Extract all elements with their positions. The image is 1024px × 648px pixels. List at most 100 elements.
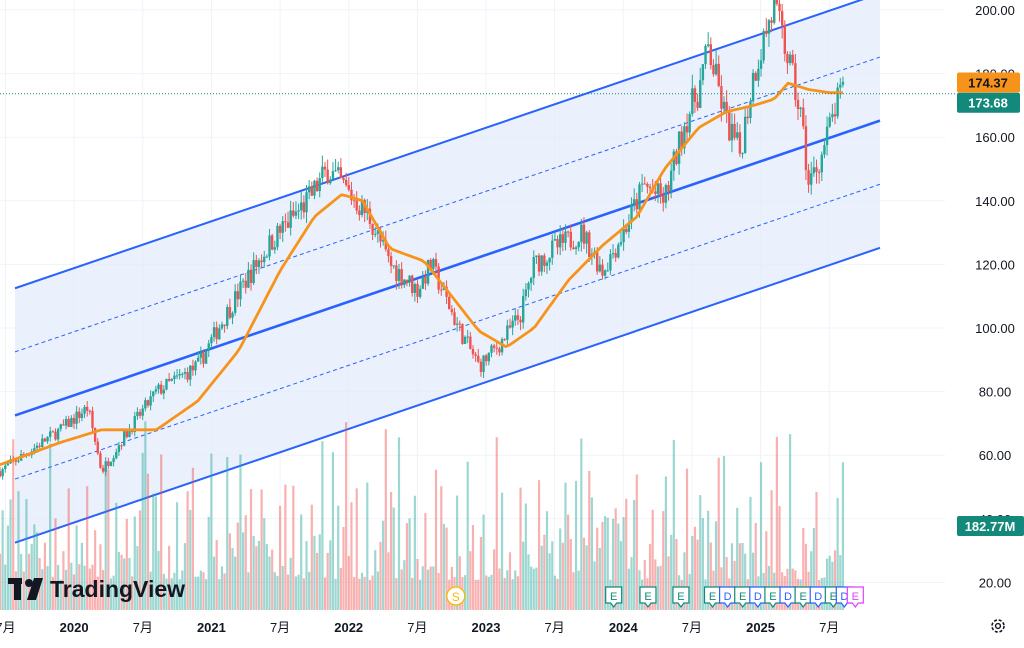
volume-bar bbox=[685, 468, 689, 610]
earnings-event-marker[interactable]: E bbox=[639, 586, 657, 608]
event-label: D bbox=[724, 591, 732, 603]
volume-bar bbox=[6, 525, 10, 610]
candle-body bbox=[268, 235, 271, 257]
candle-body bbox=[746, 116, 750, 119]
candle-body bbox=[767, 20, 771, 34]
volume-bar bbox=[839, 555, 842, 610]
channel-inner-lower-line bbox=[14, 183, 881, 480]
volume-bar bbox=[30, 544, 33, 610]
candle-body bbox=[329, 179, 332, 184]
candle-body bbox=[498, 348, 501, 353]
volume-bar bbox=[606, 517, 609, 610]
candle-body bbox=[260, 260, 263, 263]
volume-bar bbox=[828, 555, 831, 610]
settings-button[interactable] bbox=[991, 619, 1005, 633]
candle-body bbox=[416, 284, 419, 297]
candle-body bbox=[178, 374, 181, 376]
volume-bar bbox=[754, 523, 757, 610]
candle-body bbox=[107, 461, 110, 466]
volume-bar bbox=[144, 421, 147, 610]
candle-body bbox=[101, 467, 105, 472]
volume-bar bbox=[384, 429, 387, 610]
candle-body bbox=[617, 244, 620, 258]
volume-bar bbox=[543, 534, 546, 610]
volume-bar bbox=[265, 544, 268, 610]
volume-bar bbox=[286, 574, 290, 610]
volume-bar bbox=[836, 497, 839, 610]
volume-bar bbox=[831, 561, 834, 610]
volume-bar bbox=[387, 552, 390, 610]
candle-body bbox=[281, 221, 284, 233]
volume-bar bbox=[424, 513, 427, 610]
volume-bar bbox=[654, 559, 657, 610]
volume-bar bbox=[477, 579, 480, 610]
volume-bar bbox=[656, 566, 660, 610]
volume-bar bbox=[413, 495, 416, 610]
candle-body bbox=[521, 296, 525, 323]
volume-bar bbox=[411, 577, 414, 610]
volume-bar bbox=[508, 552, 512, 610]
volume-bar bbox=[17, 491, 20, 610]
candle-body bbox=[255, 260, 258, 267]
candle-body bbox=[611, 253, 615, 255]
y-tick-label: 160.00 bbox=[975, 130, 1015, 145]
candle-body bbox=[738, 132, 742, 154]
volume-bar bbox=[458, 556, 461, 610]
volume-bar bbox=[625, 498, 628, 610]
candle-body bbox=[788, 54, 792, 64]
volume-bar bbox=[421, 566, 424, 610]
candle-body bbox=[714, 63, 718, 75]
candle-body bbox=[786, 53, 789, 64]
tradingview-logo[interactable]: TradingView bbox=[8, 576, 185, 602]
volume-bar bbox=[226, 456, 229, 610]
candle-body bbox=[688, 114, 691, 133]
volume-bar bbox=[136, 546, 139, 610]
candle-body bbox=[548, 257, 551, 263]
candle-body bbox=[244, 280, 247, 288]
earnings-event-marker[interactable]: E bbox=[605, 586, 623, 608]
candle-body bbox=[207, 343, 210, 351]
candle-body bbox=[529, 278, 533, 284]
x-tick-label: 2024 bbox=[609, 620, 639, 635]
volume-bar bbox=[294, 576, 298, 610]
candle-body bbox=[43, 438, 47, 442]
volume-bar bbox=[43, 542, 47, 610]
volume-bar bbox=[374, 550, 377, 610]
earnings-event-marker[interactable]: E bbox=[672, 586, 690, 608]
volume-bar bbox=[347, 555, 350, 610]
volume-bar bbox=[635, 474, 638, 610]
candle-body bbox=[352, 200, 356, 202]
candle-body bbox=[514, 315, 517, 321]
candle-body bbox=[183, 372, 187, 374]
volume-bar bbox=[339, 567, 342, 610]
candle-body bbox=[313, 180, 316, 196]
candle-body bbox=[159, 384, 163, 394]
split-event-marker[interactable]: S bbox=[446, 586, 466, 606]
candle-body bbox=[33, 448, 36, 452]
candle-body bbox=[321, 166, 324, 179]
volume-bar bbox=[532, 568, 535, 610]
earnings-event-marker[interactable]: E bbox=[846, 586, 864, 608]
candle-body bbox=[226, 307, 229, 326]
candle-body bbox=[588, 232, 591, 257]
candle-body bbox=[305, 192, 308, 213]
candle-body bbox=[35, 445, 39, 449]
candle-body bbox=[474, 354, 477, 356]
volume-bar bbox=[59, 579, 62, 610]
candle-body bbox=[59, 424, 62, 429]
volume-bar bbox=[725, 557, 728, 610]
candle-body bbox=[186, 372, 189, 380]
volume-bar bbox=[355, 488, 358, 610]
candle-body bbox=[448, 296, 451, 310]
candle-body bbox=[360, 199, 364, 216]
moving-average-line bbox=[0, 81, 843, 467]
volume-bar bbox=[535, 567, 538, 610]
candle-body bbox=[572, 247, 575, 250]
candle-body bbox=[672, 151, 676, 171]
volume-bar bbox=[273, 572, 276, 610]
volume-bar bbox=[205, 579, 208, 610]
candle-body bbox=[0, 471, 2, 477]
volume-bar bbox=[149, 571, 152, 610]
